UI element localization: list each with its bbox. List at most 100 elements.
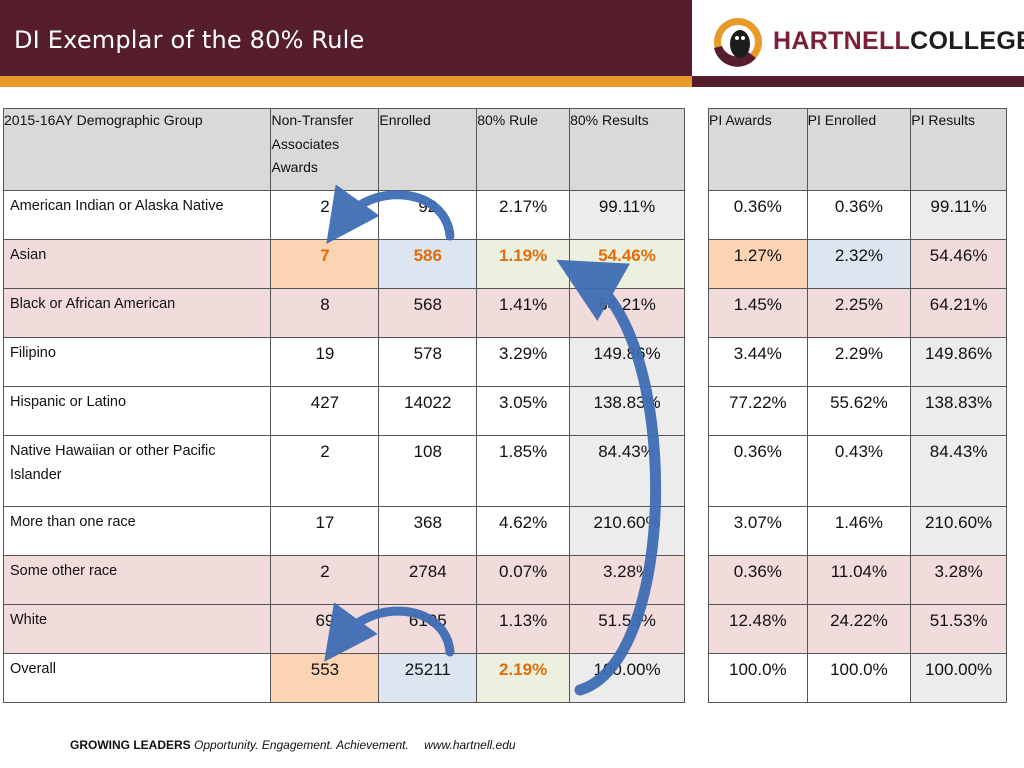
table-row: Black or African American 8 568 1.41% 64… (2, 288, 685, 338)
footer-tagline: Opportunity. Engagement. Achievement. (194, 738, 409, 752)
table-row: Filipino 19 578 3.29% 149.86% (2, 337, 685, 387)
rule-cell: 0.07% (476, 555, 571, 605)
pi-awards-cell: 0.36% (708, 435, 808, 507)
table-row: 3.07% 1.46% 210.60% (708, 506, 1007, 556)
pi-results-cell: 210.60% (910, 506, 1007, 556)
logo-underline-bar (692, 76, 1024, 87)
pi-awards-cell: 0.36% (708, 555, 808, 605)
pi-enrolled-cell: 2.29% (806, 337, 912, 387)
footer: GROWING LEADERS Opportunity. Engagement.… (70, 738, 516, 752)
table-row: 12.48% 24.22% 51.53% (708, 604, 1007, 654)
pi-awards-cell: 0.36% (708, 190, 808, 240)
pi-awards-cell: 1.27% (708, 239, 808, 289)
results-cell: 99.11% (569, 190, 685, 240)
table-row: 0.36% 11.04% 3.28% (708, 555, 1007, 605)
table-row: More than one race 17 368 4.62% 210.60% (2, 506, 685, 556)
table-header-row: 2015-16AY Demographic Group Non-Transfer… (2, 108, 685, 191)
rule-cell: 1.13% (476, 604, 571, 654)
pi-enrolled-cell: 1.46% (806, 506, 912, 556)
results-cell: 51.53% (569, 604, 685, 654)
pi-enrolled-cell: 2.25% (806, 288, 912, 338)
results-table: 2015-16AY Demographic Group Non-Transfer… (2, 108, 685, 703)
awards-cell: 427 (270, 386, 380, 436)
awards-cell: 2 (270, 190, 380, 240)
col-header-results: 80% Results (569, 108, 685, 191)
rule-cell: 1.41% (476, 288, 571, 338)
row-label: Hispanic or Latino (2, 386, 272, 436)
enrolled-cell: 14022 (378, 386, 478, 436)
table-row-overall: Overall 553 25211 2.19% 100.00% (2, 653, 685, 703)
col-header-awards: Non-Transfer Associates Awards (270, 108, 380, 191)
pi-awards-cell: 12.48% (708, 604, 808, 654)
enrolled-cell: 2784 (378, 555, 478, 605)
pi-results-cell: 100.00% (910, 653, 1007, 703)
pi-enrolled-cell: 0.36% (806, 190, 912, 240)
awards-cell: 553 (270, 653, 380, 703)
row-label: Asian (2, 239, 272, 289)
results-cell: 100.00% (569, 653, 685, 703)
table-row: 3.44% 2.29% 149.86% (708, 337, 1007, 387)
table-row: 77.22% 55.62% 138.83% (708, 386, 1007, 436)
table-row: Native Hawaiian or other Pacific Islande… (2, 435, 685, 507)
results-cell: 138.83% (569, 386, 685, 436)
pi-results-cell: 51.53% (910, 604, 1007, 654)
col-header-group: 2015-16AY Demographic Group (2, 108, 272, 191)
enrolled-cell: 25211 (378, 653, 478, 703)
pi-enrolled-cell: 0.43% (806, 435, 912, 507)
row-label: American Indian or Alaska Native (2, 190, 272, 240)
table-row: 1.45% 2.25% 64.21% (708, 288, 1007, 338)
page-title: DI Exemplar of the 80% Rule (14, 26, 365, 54)
awards-cell: 69 (270, 604, 380, 654)
table-row-highlight: Asian 7 586 1.19% 54.46% (2, 239, 685, 289)
pi-table: PI Awards PI Enrolled PI Results 0.36% 0… (708, 108, 1007, 703)
pi-results-cell: 138.83% (910, 386, 1007, 436)
pi-awards-cell: 3.07% (708, 506, 808, 556)
row-label: More than one race (2, 506, 272, 556)
college-logo-text: HARTNELLCOLLEGE (773, 27, 1024, 55)
table-header-row: PI Awards PI Enrolled PI Results (708, 108, 1007, 191)
awards-cell: 17 (270, 506, 380, 556)
awards-cell: 8 (270, 288, 380, 338)
rule-cell: 3.05% (476, 386, 571, 436)
table-row: Some other race 2 2784 0.07% 3.28% (2, 555, 685, 605)
footer-url[interactable]: www.hartnell.edu (424, 738, 516, 752)
enrolled-cell: 578 (378, 337, 478, 387)
pi-enrolled-cell: 100.0% (806, 653, 912, 703)
rule-cell: 4.62% (476, 506, 571, 556)
pi-enrolled-cell: 55.62% (806, 386, 912, 436)
table-row: 0.36% 0.43% 84.43% (708, 435, 1007, 507)
col-header-pi-awards: PI Awards (708, 108, 808, 191)
footer-tagline-bold: GROWING LEADERS (70, 738, 191, 752)
col-header-rule: 80% Rule (476, 108, 571, 191)
row-label: Some other race (2, 555, 272, 605)
pi-awards-cell: 1.45% (708, 288, 808, 338)
rule-cell: 1.85% (476, 435, 571, 507)
row-label: Filipino (2, 337, 272, 387)
enrolled-cell: 6105 (378, 604, 478, 654)
enrolled-cell: 586 (378, 239, 478, 289)
table-row-highlight: 1.27% 2.32% 54.46% (708, 239, 1007, 289)
results-cell: 210.60% (569, 506, 685, 556)
table-row: Hispanic or Latino 427 14022 3.05% 138.8… (2, 386, 685, 436)
pi-enrolled-cell: 24.22% (806, 604, 912, 654)
table-row-overall: 100.0% 100.0% 100.00% (708, 653, 1007, 703)
enrolled-cell: 92 (378, 190, 478, 240)
results-cell: 3.28% (569, 555, 685, 605)
rule-cell: 1.19% (476, 239, 571, 289)
rule-cell: 3.29% (476, 337, 571, 387)
results-cell: 64.21% (569, 288, 685, 338)
table-row: American Indian or Alaska Native 2 92 2.… (2, 190, 685, 240)
results-cell: 149.86% (569, 337, 685, 387)
enrolled-cell: 368 (378, 506, 478, 556)
row-label: Black or African American (2, 288, 272, 338)
col-header-pi-results: PI Results (910, 108, 1007, 191)
pi-results-cell: 99.11% (910, 190, 1007, 240)
header-bar: DI Exemplar of the 80% Rule (0, 0, 692, 76)
row-label: Overall (2, 653, 272, 703)
enrolled-cell: 108 (378, 435, 478, 507)
pi-enrolled-cell: 2.32% (806, 239, 912, 289)
panther-logo-icon (714, 18, 762, 67)
col-header-pi-enrolled: PI Enrolled (806, 108, 912, 191)
results-cell: 54.46% (569, 239, 685, 289)
rule-cell: 2.19% (476, 653, 571, 703)
